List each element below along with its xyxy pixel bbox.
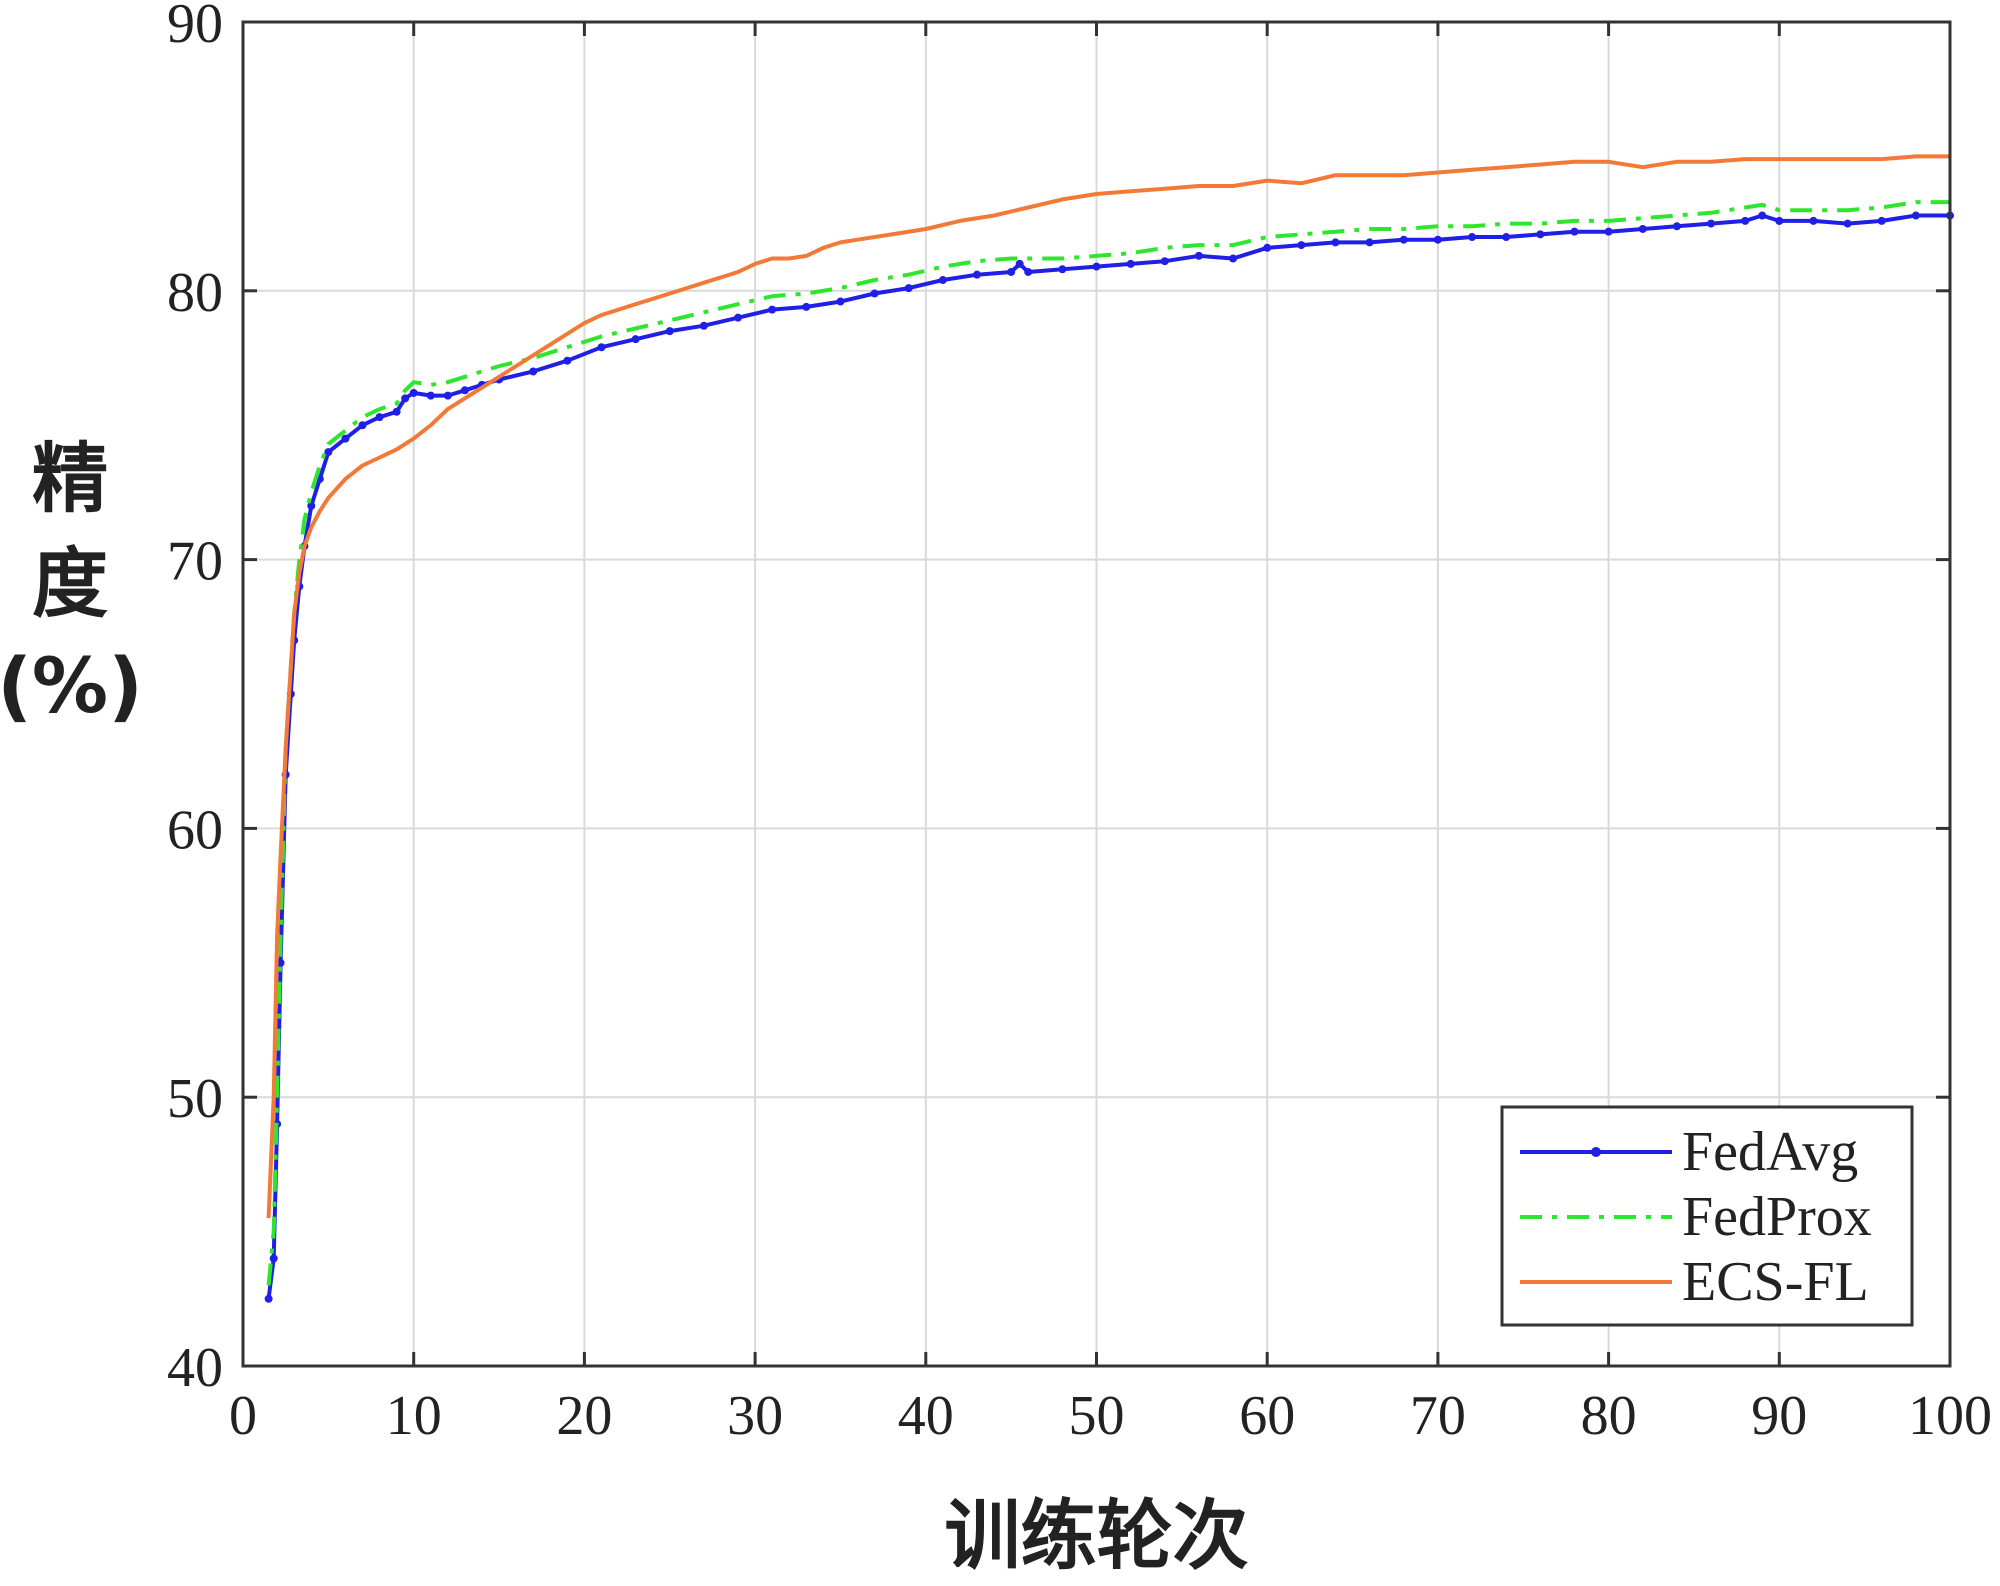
series-point-fedavg	[665, 327, 674, 336]
y-tick-label: 90	[167, 0, 223, 55]
series-point-fedavg	[1365, 238, 1374, 247]
series-point-fedavg	[1809, 216, 1818, 225]
series-point-fedavg	[1126, 259, 1135, 268]
x-tick-label: 20	[556, 1385, 612, 1447]
series-point-fedavg	[401, 394, 410, 403]
series-point-fedavg	[802, 302, 811, 311]
series-point-fedavg	[1399, 235, 1408, 244]
series-point-fedavg	[1741, 216, 1750, 225]
series-point-fedavg	[563, 356, 572, 365]
legend-label-fedavg: FedAvg	[1682, 1121, 1858, 1183]
series-point-fedavg	[264, 1294, 273, 1303]
series-point-fedavg	[904, 284, 913, 293]
series-point-fedavg	[1707, 219, 1716, 228]
series-point-fedavg	[1775, 216, 1784, 225]
series-point-fedavg	[1007, 267, 1016, 276]
series-point-fedavg	[1843, 219, 1852, 228]
series-line-fedprox	[266, 200, 1950, 1286]
series-point-fedavg	[1297, 241, 1306, 250]
series-point-fedavg	[1229, 254, 1238, 263]
series-point-fedavg	[375, 413, 384, 422]
series-point-fedavg	[699, 321, 708, 330]
series-point-fedavg	[1263, 243, 1272, 252]
x-axis-title: 训练轮次	[945, 1491, 1249, 1580]
series-point-fedavg	[1672, 222, 1681, 231]
y-tick-label: 50	[167, 1068, 223, 1130]
x-tick-label: 100	[1908, 1385, 1992, 1447]
series-point-fedavg	[1604, 227, 1613, 236]
series-point-fedavg	[938, 276, 947, 285]
series-line-ecs-fl	[266, 154, 1950, 1219]
series-point-fedavg	[836, 297, 845, 306]
series-point-fedavg	[1331, 238, 1340, 247]
x-tick-label: 80	[1581, 1385, 1637, 1447]
series-point-fedavg	[1024, 267, 1033, 276]
x-tick-label: 10	[386, 1385, 442, 1447]
series-point-fedavg	[597, 343, 606, 352]
y-axis-title-line: (%)	[0, 641, 143, 730]
series-point-fedavg	[358, 421, 367, 430]
legend-label-ecs-fl: ECS-FL	[1682, 1251, 1869, 1313]
series-point-fedavg	[392, 407, 401, 416]
series-point-fedavg	[1536, 230, 1545, 239]
series-point-fedavg	[529, 367, 538, 376]
series-point-fedavg	[443, 391, 452, 400]
y-axis-title-line: 精	[32, 434, 108, 523]
series-point-fedavg	[307, 501, 316, 510]
series-point-fedavg	[1468, 233, 1477, 242]
series-point-fedavg	[426, 391, 435, 400]
series-point-fedavg	[734, 313, 743, 322]
series-point-fedavg	[631, 335, 640, 344]
y-tick-label: 70	[167, 531, 223, 593]
y-axis-title: 精度 (%)	[0, 434, 143, 730]
series-point-fedavg	[1877, 216, 1886, 225]
x-tick-label: 40	[898, 1385, 954, 1447]
series-point-fedavg	[1911, 211, 1920, 220]
series-point-fedavg	[1058, 265, 1067, 274]
series-point-fedavg	[324, 448, 333, 457]
x-tick-label: 50	[1069, 1385, 1125, 1447]
x-tick-label: 60	[1239, 1385, 1295, 1447]
series-point-fedavg	[1160, 257, 1169, 266]
x-tick-label: 30	[727, 1385, 783, 1447]
series-point-fedavg	[870, 289, 879, 298]
y-tick-label: 80	[167, 262, 223, 324]
series-point-fedavg	[1502, 233, 1511, 242]
series-point-fedavg	[1092, 262, 1101, 271]
series-layer	[264, 154, 1954, 1303]
series-point-fedavg	[1015, 259, 1024, 268]
series-point-fedavg	[973, 270, 982, 279]
series-point-fedavg	[1570, 227, 1579, 236]
y-tick-label: 60	[167, 799, 223, 861]
series-point-fedavg	[1758, 211, 1767, 220]
axis-ticks: 0 10 20 30 40 50 60 70 80 90 100 40 50 60 70 80 90	[167, 0, 1992, 1447]
legend-label-fedprox: FedProx	[1682, 1186, 1872, 1248]
series-point-fedavg	[460, 386, 469, 395]
x-tick-label: 90	[1751, 1385, 1807, 1447]
legend-swatch-marker	[1591, 1147, 1601, 1157]
series-point-fedavg	[341, 434, 350, 443]
series-point-fedavg	[269, 1254, 278, 1263]
x-tick-label: 0	[229, 1385, 257, 1447]
y-tick-label: 40	[167, 1337, 223, 1399]
series-point-fedavg	[409, 388, 418, 397]
y-axis-title-line: 度	[32, 539, 108, 628]
series-point-fedavg	[1433, 235, 1442, 244]
x-tick-label: 70	[1410, 1385, 1466, 1447]
series-point-fedavg	[768, 305, 777, 314]
series-point-fedavg	[1638, 224, 1647, 233]
series-point-fedavg	[1194, 251, 1203, 260]
